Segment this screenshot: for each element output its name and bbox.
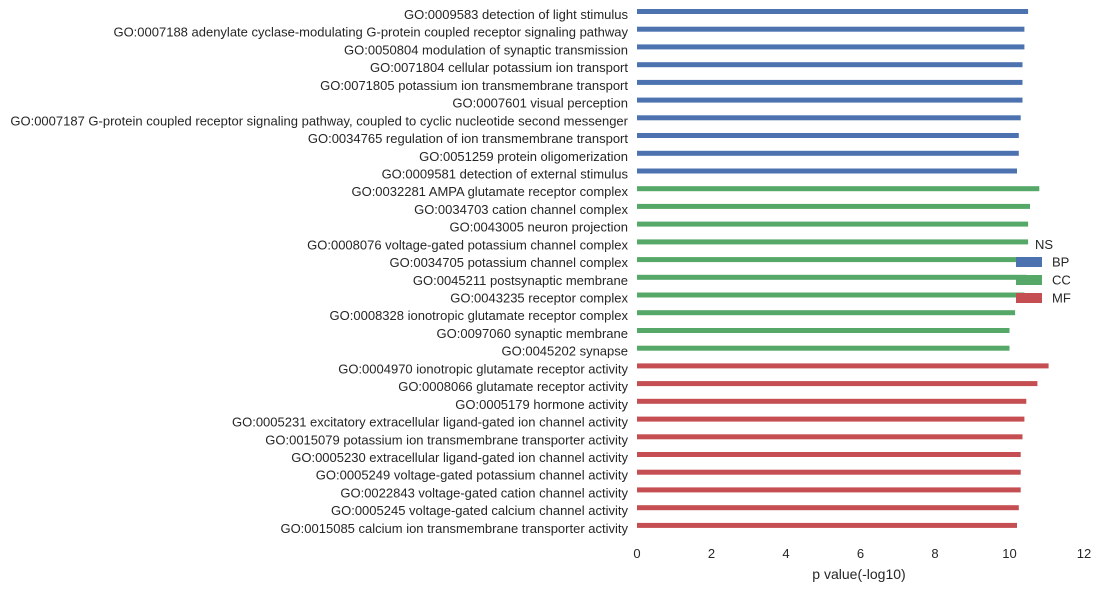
bar-bp	[637, 62, 1023, 68]
bar-mf	[637, 416, 1025, 422]
category-label: GO:0005245 voltage-gated calcium channel…	[331, 503, 629, 518]
category-label: GO:0009581 detection of external stimulu…	[382, 166, 629, 181]
x-tick-label: 10	[1002, 546, 1016, 561]
x-tick-label: 0	[633, 546, 640, 561]
category-label: GO:0007601 visual perception	[452, 96, 628, 111]
bars-layer	[637, 9, 1049, 528]
bar-cc	[637, 328, 1010, 333]
x-tick-label: 8	[931, 546, 938, 561]
bar-mf	[637, 487, 1021, 493]
category-label: GO:0008328 ionotropic glutamate receptor…	[330, 308, 629, 323]
legend-label-bp: BP	[1052, 255, 1069, 270]
category-label: GO:0015085 calcium ion transmembrane tra…	[280, 521, 628, 536]
x-tick-label: 6	[857, 546, 864, 561]
category-label: GO:0034705 potassium channel complex	[390, 255, 629, 270]
x-tick-label: 12	[1077, 546, 1091, 561]
bar-cc	[637, 257, 1027, 263]
bar-cc	[637, 292, 1025, 298]
bar-cc	[637, 239, 1029, 245]
bar-mf	[637, 363, 1049, 369]
bar-bp	[637, 150, 1019, 156]
category-label: GO:0034703 cation channel complex	[414, 202, 628, 217]
category-label: GO:0022843 voltage-gated cation channel …	[340, 485, 628, 500]
x-axis: p value(-log10) 0 2 4 6 8 10 12	[633, 546, 1091, 582]
category-label: GO:0005230 extracellular ligand-gated io…	[291, 450, 628, 465]
category-label: GO:0097060 synaptic membrane	[437, 326, 629, 341]
category-label: GO:0032281 AMPA glutamate receptor compl…	[351, 184, 628, 199]
legend-label-cc: CC	[1052, 273, 1071, 288]
category-label: GO:0005231 excitatory extracellular liga…	[232, 415, 629, 430]
bar-bp	[637, 44, 1025, 50]
category-label: GO:0071804 cellular potassium ion transp…	[370, 60, 628, 75]
bar-cc	[637, 274, 1027, 280]
bar-cc	[637, 310, 1016, 316]
x-tick-label: 4	[782, 546, 789, 561]
bar-mf	[637, 469, 1021, 475]
bar-cc	[637, 186, 1040, 192]
category-labels: GO:0009583 detection of light stimulus GO…	[10, 7, 628, 536]
bar-cc	[637, 203, 1030, 209]
category-label: GO:0043005 neuron projection	[449, 220, 628, 235]
bar-bp	[637, 79, 1023, 85]
bar-bp	[637, 97, 1023, 103]
category-label: GO:0043235 receptor complex	[450, 291, 628, 306]
bar-mf	[637, 398, 1027, 404]
legend-swatch-mf	[1016, 293, 1042, 303]
category-label: GO:0045211 postsynaptic membrane	[413, 273, 628, 288]
category-label: GO:0008076 voltage-gated potassium chann…	[307, 237, 628, 252]
category-label: GO:0004970 ionotropic glutamate receptor…	[338, 361, 628, 376]
bar-mf	[637, 381, 1038, 387]
category-label: GO:0015079 potassium ion transmembrane t…	[265, 432, 628, 447]
category-label: GO:0050804 modulation of synaptic transm…	[344, 42, 628, 57]
category-label: GO:0005179 hormone activity	[455, 397, 628, 412]
category-label: GO:0045202 synapse	[502, 344, 628, 359]
legend-label-mf: MF	[1052, 291, 1071, 306]
bar-bp	[637, 26, 1025, 32]
category-label: GO:0008066 glutamate receptor activity	[398, 379, 628, 394]
bar-bp	[637, 115, 1021, 121]
bar-cc	[637, 221, 1029, 227]
category-label: GO:0005249 voltage-gated potassium chann…	[316, 468, 629, 483]
x-axis-label: p value(-log10)	[812, 566, 905, 582]
bar-bp	[637, 9, 1029, 14]
category-label: GO:0009583 detection of light stimulus	[404, 7, 629, 22]
bar-mf	[637, 522, 1017, 528]
legend-swatch-bp	[1016, 257, 1042, 267]
legend: NS BP CC MF	[1016, 237, 1071, 306]
category-label: GO:0051259 protein oligomerization	[419, 149, 628, 164]
legend-swatch-cc	[1016, 275, 1042, 285]
bar-mf	[637, 505, 1019, 511]
bar-cc	[637, 345, 1010, 351]
bar-bp	[637, 133, 1019, 138]
x-tick-label: 2	[708, 546, 715, 561]
bar-bp	[637, 168, 1017, 174]
bar-mf	[637, 452, 1021, 457]
category-label: GO:0071805 potassium ion transmembrane t…	[320, 78, 628, 93]
category-label: GO:0007188 adenylate cyclase-modulating …	[113, 25, 628, 40]
category-label: GO:0034765 regulation of ion transmembra…	[308, 131, 629, 146]
bar-mf	[637, 434, 1023, 440]
category-label: GO:0007187 G-protein coupled receptor si…	[10, 113, 628, 128]
legend-title: NS	[1035, 237, 1053, 252]
